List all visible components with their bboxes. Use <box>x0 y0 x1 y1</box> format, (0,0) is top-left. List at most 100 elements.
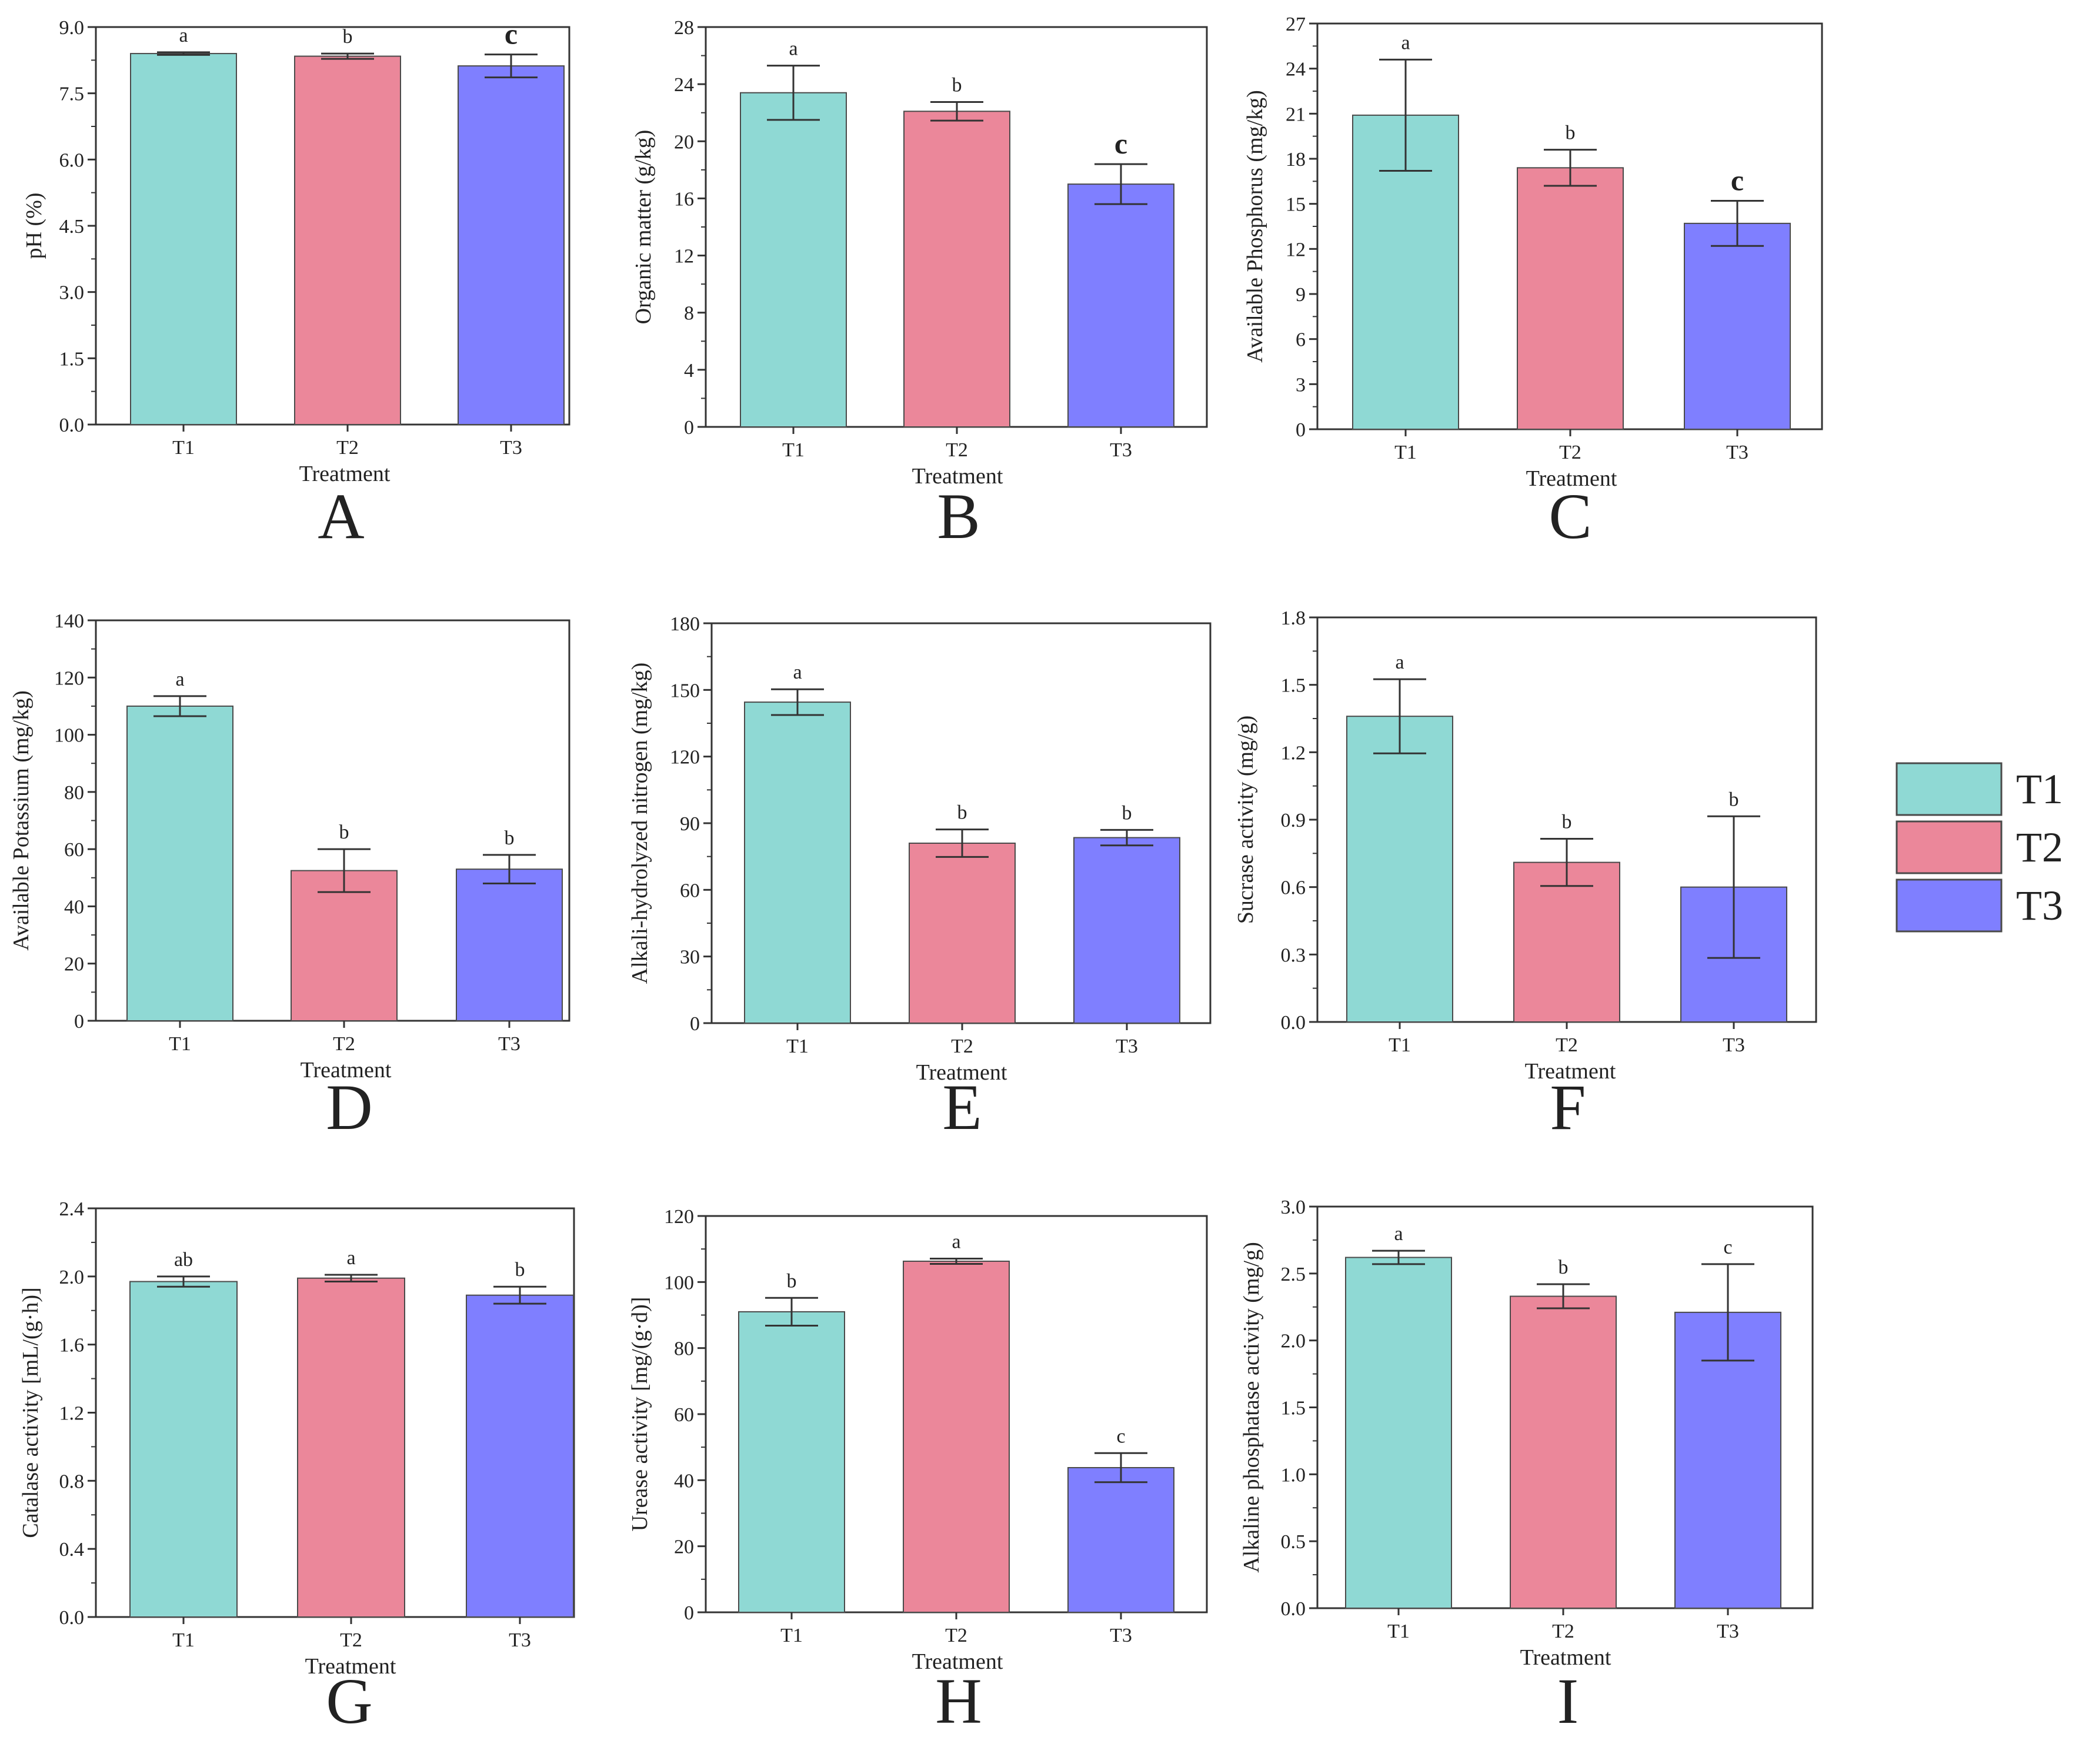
y-tick-label: 0.0 <box>1281 1012 1306 1034</box>
x-tick-label: T1 <box>786 1035 809 1057</box>
y-tick-label: 24 <box>674 74 694 96</box>
x-tick-label: T3 <box>1110 439 1132 461</box>
x-tick-label: T3 <box>500 437 522 459</box>
legend: T1 T2 T3 <box>1896 762 2063 933</box>
y-tick-label: 1.2 <box>59 1403 85 1425</box>
bar-t3 <box>466 1294 574 1618</box>
y-tick-label: 4.5 <box>59 216 85 238</box>
y-tick-label: 1.5 <box>1281 1398 1306 1419</box>
panel-letter: G <box>326 1665 372 1737</box>
panel-i: 0.0 0.5 1.0 1.5 2.0 2.5 3.0 a T1 b T2 c T3 Treatment A… <box>1239 1197 1814 1737</box>
y-tick-label: 40 <box>64 896 84 918</box>
bar-t2 <box>1517 167 1624 430</box>
y-tick-label: 1.5 <box>59 348 85 370</box>
y-tick-label: 0 <box>690 1013 700 1035</box>
y-tick-label: 0.6 <box>1281 877 1306 899</box>
bar-t1 <box>130 53 237 426</box>
y-axis-label: Urease activity [mg/(g·d)] <box>628 1297 652 1532</box>
x-tick-label: T3 <box>1726 442 1748 463</box>
x-tick-label: T2 <box>951 1035 973 1057</box>
y-tick-label: 12 <box>674 246 694 268</box>
y-tick-label: 100 <box>54 725 84 747</box>
panel-letter: I <box>1557 1665 1579 1737</box>
bar-t3 <box>458 65 565 425</box>
legend-label-t2: T2 <box>2016 824 2063 871</box>
legend-swatch-t2 <box>1896 820 2003 874</box>
y-tick-label: 120 <box>664 1206 694 1228</box>
significance-letter: b <box>1566 122 1576 144</box>
x-axis-label: Treatment <box>912 464 1003 489</box>
y-tick-label: 0.9 <box>1281 810 1306 831</box>
y-tick-label: 6 <box>1296 329 1306 351</box>
y-tick-label: 80 <box>64 782 84 804</box>
x-tick-label: T1 <box>782 439 805 461</box>
y-axis-label: Available Phosphorus (mg/kg) <box>1243 90 1267 363</box>
significance-letter: c <box>505 18 518 51</box>
y-tick-label: 30 <box>680 947 700 968</box>
y-tick-label: 28 <box>674 17 694 39</box>
x-tick-label: T2 <box>340 1629 362 1651</box>
y-axis-label: Available Potassium (mg/kg) <box>9 690 34 951</box>
panel-h: 0 20 40 60 80 100 120 b T1 a T2 c T3 Treatment Urease … <box>628 1206 1208 1737</box>
panel-letter: A <box>318 480 364 552</box>
bar-t2 <box>291 870 398 1021</box>
significance-letter: c <box>1731 164 1744 197</box>
significance-letter: b <box>1122 802 1132 824</box>
significance-letter: c <box>1114 127 1127 160</box>
y-tick-label: 3.0 <box>59 282 85 304</box>
y-tick-label: 1.2 <box>1281 742 1306 764</box>
significance-letter: a <box>952 1231 960 1252</box>
y-tick-label: 60 <box>64 839 84 861</box>
bar-t1 <box>744 701 851 1024</box>
legend-swatch-t3 <box>1896 878 2003 933</box>
bar-t1 <box>738 1311 845 1613</box>
y-tick-label: 9 <box>1296 284 1306 306</box>
y-tick-label: 90 <box>680 813 700 835</box>
significance-letter: b <box>1559 1257 1569 1278</box>
y-axis-label: Sucrase activity (mg/g) <box>1233 716 1258 924</box>
panel-a: 0.0 1.5 3.0 4.5 6.0 7.5 9.0 a T1 b T2 c T3 Treatment p… <box>22 17 570 552</box>
y-tick-label: 18 <box>1286 149 1306 171</box>
y-tick-label: 0 <box>684 1602 694 1624</box>
bar-t2 <box>903 111 1010 428</box>
significance-letter: a <box>793 662 802 683</box>
y-tick-label: 2.0 <box>1281 1331 1306 1352</box>
y-axis-label: Catalase activity [mL/(g·h)] <box>18 1287 43 1538</box>
bar-t2 <box>1513 861 1620 1023</box>
significance-letter: a <box>1401 32 1410 54</box>
y-tick-label: 120 <box>54 667 84 689</box>
x-tick-label: T2 <box>336 437 359 459</box>
y-tick-label: 0.4 <box>59 1539 85 1561</box>
y-tick-label: 9.0 <box>59 17 85 39</box>
x-tick-label: T1 <box>172 437 195 459</box>
y-axis-label: pH (%) <box>22 193 46 259</box>
y-tick-label: 4 <box>684 360 694 382</box>
x-tick-label: T2 <box>945 1625 967 1646</box>
x-tick-label: T2 <box>1552 1621 1574 1642</box>
significance-letter: a <box>179 25 188 46</box>
y-tick-label: 27 <box>1286 14 1306 35</box>
y-tick-label: 0 <box>684 417 694 439</box>
significance-letter: b <box>343 26 353 48</box>
y-tick-label: 1.5 <box>1281 675 1306 697</box>
bar-t3 <box>1067 1466 1174 1613</box>
y-tick-label: 6.0 <box>59 149 85 171</box>
bar-t2 <box>294 55 401 426</box>
x-tick-label: T3 <box>1723 1034 1745 1056</box>
y-tick-label: 1.8 <box>1281 607 1306 629</box>
bar-t1 <box>129 1281 238 1618</box>
x-tick-label: T1 <box>172 1629 195 1651</box>
panel-letter: E <box>942 1071 982 1143</box>
significance-letter: b <box>1562 811 1572 833</box>
x-tick-label: T1 <box>169 1033 191 1055</box>
panel-letter: C <box>1549 480 1591 552</box>
bar-t1 <box>1345 1257 1452 1609</box>
y-tick-label: 150 <box>670 680 700 701</box>
y-tick-label: 1.0 <box>1281 1464 1306 1486</box>
significance-letter: b <box>952 75 962 96</box>
y-tick-label: 80 <box>674 1338 694 1360</box>
x-axis-label: Treatment <box>305 1654 396 1679</box>
bar-t2 <box>909 843 1016 1024</box>
y-axis-label: Alkali-hydrolyzed nitrogen (mg/kg) <box>628 663 652 984</box>
